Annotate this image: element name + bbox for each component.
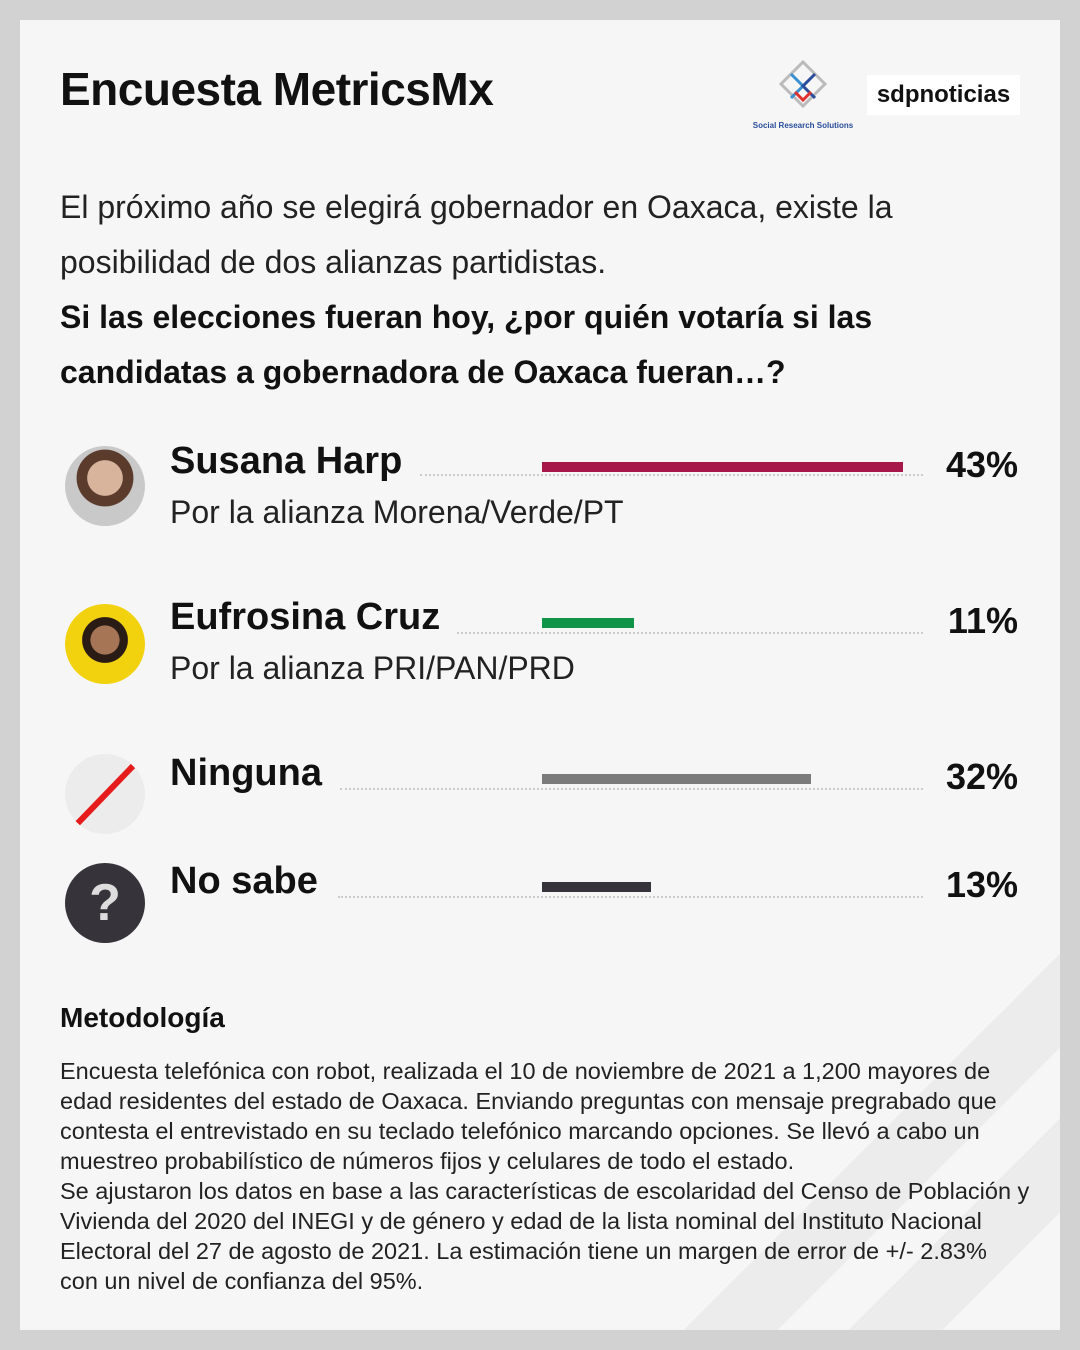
bar-no-sabe bbox=[542, 882, 652, 892]
percentage-label: 11% bbox=[947, 600, 1018, 641]
methodology-text: Encuesta telefónica con robot, realizada… bbox=[60, 1056, 1030, 1296]
option-name: No sabe bbox=[170, 860, 318, 902]
candidate-name: Eufrosina Cruz bbox=[170, 596, 441, 638]
none-slash-icon bbox=[65, 754, 145, 834]
page-title: Encuesta MetricsMx bbox=[60, 63, 494, 115]
option-name: Ninguna bbox=[170, 752, 322, 794]
methodology-title: Metodología bbox=[60, 1002, 225, 1033]
percentage-label: 32% bbox=[945, 756, 1018, 797]
bar-eufrosina-cruz bbox=[542, 618, 635, 628]
srs-logo-icon bbox=[778, 59, 828, 109]
eufrosina-cruz-photo bbox=[65, 604, 145, 684]
question-prompt: Si las elecciones fueran hoy, ¿por quién… bbox=[60, 299, 873, 390]
methodology-paragraph: Encuesta telefónica con robot, realizada… bbox=[60, 1058, 997, 1174]
percentage-label: 43% bbox=[945, 444, 1018, 485]
candidate-name: Susana Harp bbox=[170, 440, 403, 482]
slash-icon bbox=[74, 763, 136, 827]
social-research-solutions-logo: Social Research Solutions bbox=[748, 58, 858, 130]
susana-harp-photo bbox=[65, 446, 145, 526]
bar-ninguna bbox=[542, 774, 811, 784]
bar-susana-harp bbox=[542, 462, 904, 472]
question-mark-icon: ? bbox=[65, 863, 145, 943]
methodology-paragraph: Se ajustaron los datos en base a las car… bbox=[60, 1178, 1030, 1294]
question-text: El próximo año se elegirá gobernador en … bbox=[60, 180, 1040, 400]
dotted-leader bbox=[338, 896, 923, 898]
srs-logo-text: Social Research Solutions bbox=[752, 121, 854, 130]
poll-card: Encuesta MetricsMx Social Research Solut… bbox=[20, 20, 1060, 1330]
dotted-leader bbox=[420, 474, 923, 476]
candidate-alliance: Por la alianza PRI/PAN/PRD bbox=[170, 650, 575, 686]
sdpnoticias-logo: sdpnoticias bbox=[867, 75, 1020, 115]
percentage-label: 13% bbox=[945, 864, 1018, 905]
question-intro: El próximo año se elegirá gobernador en … bbox=[60, 189, 893, 280]
dotted-leader bbox=[340, 788, 923, 790]
dotted-leader bbox=[457, 632, 923, 634]
candidate-alliance: Por la alianza Morena/Verde/PT bbox=[170, 494, 624, 530]
